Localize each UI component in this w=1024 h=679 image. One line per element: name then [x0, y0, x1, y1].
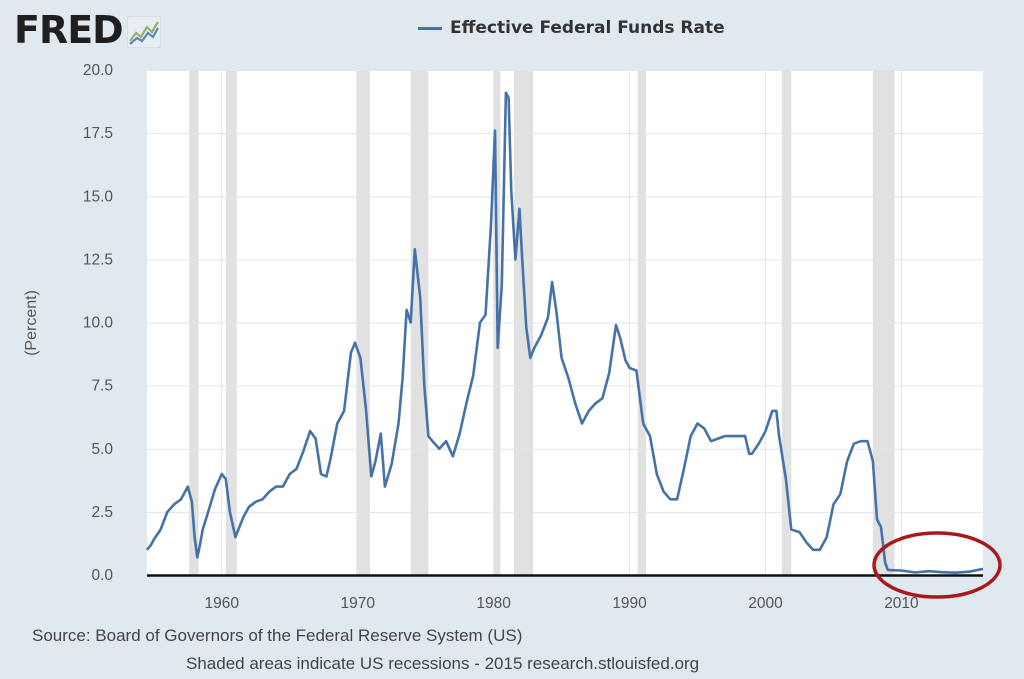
chart-legend[interactable]: Effective Federal Funds Rate: [418, 18, 725, 38]
recession-note: Shaded areas indicate US recessions - 20…: [186, 654, 700, 673]
trend-chart-icon: [126, 16, 161, 48]
y-tick-label: 17.5: [83, 125, 113, 142]
x-axis-ticks: 1960 1970 1980 1990 2000 2010: [205, 595, 920, 612]
y-tick-label: 5.0: [91, 441, 113, 458]
y-axis-ticks: 0.0 2.5 5.0 7.5 10.0 12.5 15.0 17.5 20.0: [83, 62, 114, 584]
source-note: Source: Board of Governors of the Federa…: [32, 626, 523, 645]
x-tick-label: 1960: [205, 595, 240, 612]
legend-label: Effective Federal Funds Rate: [450, 18, 725, 38]
series-line-effective-federal-funds-rate[interactable]: [145, 91, 984, 574]
y-tick-label: 20.0: [83, 62, 114, 79]
highlight-circle-annotation: [872, 531, 1002, 599]
y-tick-label: 15.0: [83, 188, 114, 205]
y-tick-label: 7.5: [91, 378, 113, 395]
y-tick-label: 10.0: [83, 315, 114, 332]
x-tick-label: 2000: [748, 595, 783, 612]
x-tick-label: 1990: [612, 595, 647, 612]
fred-logo[interactable]: FRED: [14, 10, 161, 50]
y-tick-label: 0.0: [91, 567, 113, 584]
fred-logo-text: FRED: [14, 8, 124, 52]
y-axis-label: (Percent): [23, 290, 40, 356]
y-tick-label: 12.5: [83, 251, 113, 268]
y-tick-label: 2.5: [91, 504, 113, 521]
x-tick-label: 1970: [340, 595, 375, 612]
x-tick-label: 2010: [884, 595, 919, 612]
x-tick-label: 1980: [476, 595, 511, 612]
legend-swatch: [418, 26, 442, 30]
